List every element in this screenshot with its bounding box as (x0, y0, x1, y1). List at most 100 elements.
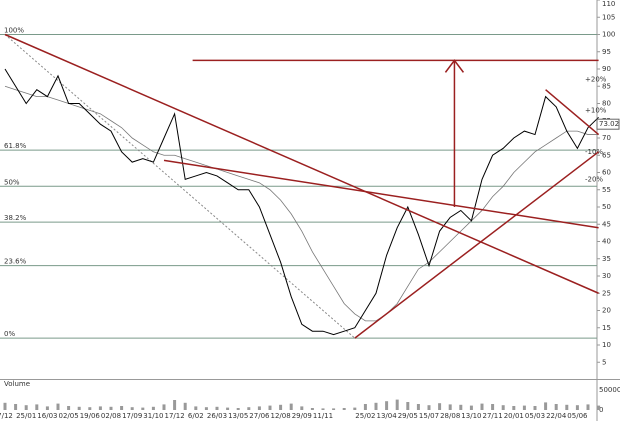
y-tick-label: 55 (602, 186, 611, 194)
x-tick-label: 22/04 (546, 412, 567, 420)
volume-bar (565, 404, 569, 410)
x-tick-label: 25/01 (16, 412, 36, 420)
x-tick-label: 02/05 (59, 412, 79, 420)
y-tick-label: 105 (602, 13, 615, 21)
x-tick-label: 13/10 (461, 412, 481, 420)
price-line (4, 85, 599, 322)
y-tick-label: 15 (602, 324, 611, 332)
volume-bar (56, 403, 60, 410)
level-label: 50% (4, 178, 20, 186)
y-tick-label: 90 (602, 65, 611, 73)
volume-bar (3, 402, 7, 410)
y-tick-label: 20 (602, 307, 611, 315)
volume-bar (109, 406, 113, 410)
x-tick-label: 13/05 (228, 412, 248, 420)
volume-bar (332, 408, 336, 410)
volume-tick-label: 0 (599, 406, 603, 414)
volume-bar (24, 405, 28, 410)
y-tick-label: 100 (602, 31, 615, 39)
level-label: 38.2% (4, 214, 27, 222)
level-label: 100% (4, 27, 24, 35)
volume-bar (491, 404, 495, 410)
x-tick-label: 7/12 (0, 412, 13, 420)
volume-bar (427, 405, 431, 410)
trendline (163, 159, 599, 229)
right-label: -20% (585, 175, 603, 183)
x-tick-label: 31/10 (143, 412, 163, 420)
volume-bar (236, 408, 240, 410)
volume-bar (88, 407, 92, 410)
volume-bar (162, 404, 166, 410)
volume-bar (14, 404, 18, 410)
volume-bar (385, 401, 389, 410)
y-tick-label: 85 (602, 82, 611, 90)
y-tick-label: 110 (602, 0, 615, 8)
level-label: 61.8% (4, 142, 27, 150)
volume-bar (416, 404, 420, 410)
volume-bar (247, 407, 251, 410)
y-tick-label: 80 (602, 100, 611, 108)
volume-bar (342, 408, 346, 410)
volume-bar (353, 407, 357, 410)
volume-bar (204, 407, 208, 410)
volume-bar (183, 402, 187, 410)
volume-bar (480, 403, 484, 410)
volume-title: Volume (4, 380, 30, 388)
y-tick-label: 65 (602, 151, 611, 159)
y-tick-label: 10 (602, 341, 611, 349)
volume-bar (151, 406, 155, 410)
volume-bar (98, 406, 102, 410)
volume-bar (45, 406, 49, 410)
y-tick-label: 45 (602, 220, 611, 228)
volume-bar (544, 402, 548, 410)
x-tick-label: 19/06 (80, 412, 101, 420)
volume-bar (173, 400, 177, 410)
y-tick-label: 95 (602, 48, 611, 56)
volume-bar (501, 405, 505, 410)
x-tick-label: 27/11 (483, 412, 503, 420)
volume-bar (321, 408, 325, 410)
x-tick-label: 17/09 (122, 412, 142, 420)
volume-bar (363, 404, 367, 410)
right-label: -10% (585, 148, 603, 156)
volume-bar (395, 399, 399, 410)
x-tick-label: 12/08 (271, 412, 291, 420)
x-tick-label: 20/01 (504, 412, 524, 420)
y-tick-label: 35 (602, 255, 611, 263)
price-line (4, 68, 599, 336)
volume-bar (512, 406, 516, 410)
volume-bar (522, 405, 526, 410)
x-tick-label: 25/02 (355, 412, 375, 420)
y-tick-label: 5 (602, 358, 606, 366)
x-tick-label: 16/03 (37, 412, 57, 420)
level-label: 0% (4, 330, 15, 338)
volume-bar (35, 404, 39, 410)
volume-bar (533, 406, 537, 410)
price-box (596, 118, 620, 130)
volume-bar (554, 404, 558, 410)
volume-bar (438, 403, 442, 410)
x-tick-label: 28/08 (440, 412, 460, 420)
arrow-head (444, 59, 465, 73)
volume-bar (448, 404, 452, 410)
volume-bar (67, 406, 71, 410)
x-tick-label: 29/09 (292, 412, 312, 420)
right-label: +20% (585, 75, 607, 83)
x-tick-label: 13/04 (377, 412, 398, 420)
volume-bar (374, 402, 378, 410)
volume-bar (268, 405, 272, 410)
right-label: +10% (585, 106, 607, 114)
y-tick-label: 70 (602, 134, 611, 142)
y-tick-label: 25 (602, 289, 611, 297)
x-tick-label: 05/06 (567, 412, 588, 420)
x-tick-label: 05/03 (525, 412, 545, 420)
volume-bar (257, 406, 261, 410)
volume-bar (310, 408, 314, 410)
level-label: 23.6% (4, 258, 27, 266)
volume-bar (194, 406, 198, 410)
volume-bar (575, 405, 579, 410)
volume-bar (586, 404, 590, 410)
dashed-line (4, 34, 356, 339)
